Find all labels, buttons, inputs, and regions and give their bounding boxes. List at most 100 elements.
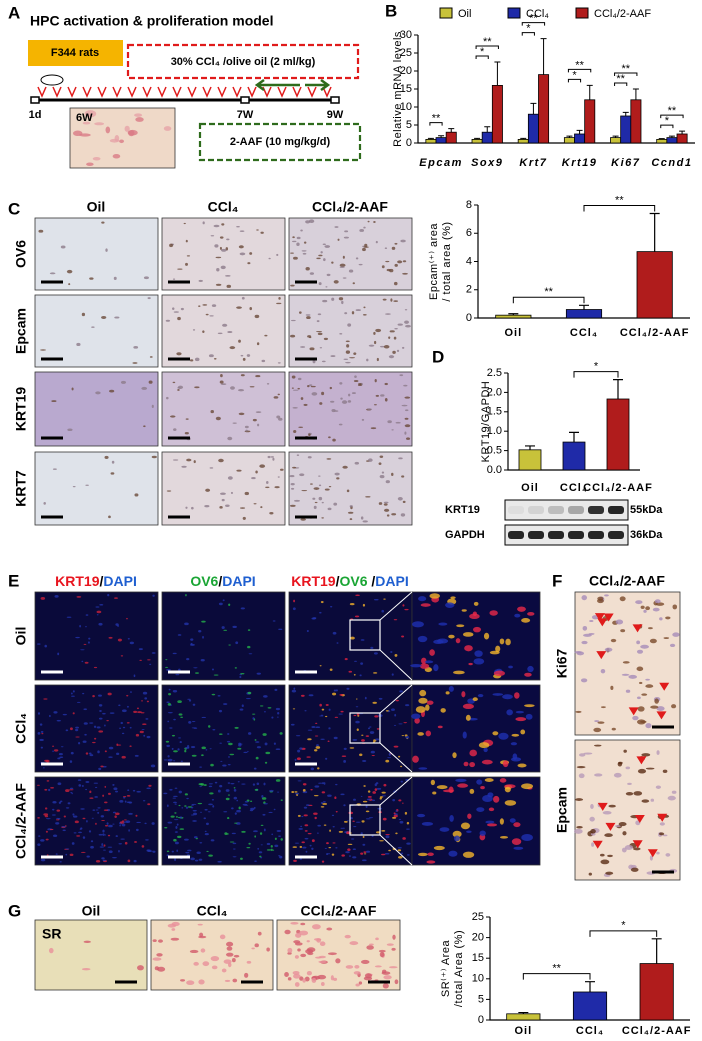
micrograph-feature (177, 634, 182, 636)
micrograph-feature (625, 689, 631, 693)
arrow (157, 86, 167, 98)
micrograph-feature (582, 625, 588, 631)
error-bar (579, 304, 589, 310)
micrograph-feature (334, 716, 339, 718)
arrow (262, 86, 272, 98)
micrograph-feature (86, 819, 88, 823)
micrograph-feature (270, 845, 273, 848)
micrograph-feature (397, 497, 403, 501)
micrograph-feature (238, 245, 244, 249)
micrograph-feature (349, 747, 355, 749)
micrograph-feature (210, 763, 214, 767)
micrograph-feature (186, 458, 192, 462)
micrograph-feature (385, 835, 390, 839)
micrograph-feature (133, 345, 139, 349)
micrograph-feature (662, 769, 668, 774)
micrograph-feature (135, 733, 140, 737)
micrograph-feature (184, 431, 189, 435)
micrograph-feature (309, 483, 313, 485)
micrograph-feature (172, 760, 176, 762)
micrograph-feature (349, 357, 356, 359)
micrograph-feature (114, 597, 118, 599)
bar (471, 138, 483, 144)
micrograph-feature (103, 809, 109, 812)
micrograph-feature (172, 307, 175, 310)
error-bar (649, 212, 660, 252)
micrograph-feature (259, 464, 266, 468)
micrograph-feature (107, 846, 113, 848)
micrograph-feature (347, 400, 352, 403)
micrograph-feature (82, 692, 85, 695)
micrograph-feature (296, 242, 300, 246)
micrograph-feature (299, 976, 304, 981)
arrow (112, 86, 122, 98)
micrograph-feature (39, 738, 44, 742)
micrograph-feature (404, 320, 409, 324)
micrograph-feature (273, 396, 279, 399)
micrograph-feature (184, 805, 187, 807)
micrograph-feature (597, 721, 605, 724)
micrograph-feature (71, 387, 74, 391)
micrograph-feature (69, 760, 73, 763)
micrograph-feature (40, 349, 47, 351)
micrograph-feature (80, 649, 85, 651)
micrograph-feature (295, 792, 300, 795)
micrograph-feature (417, 852, 428, 857)
tick-box (30, 96, 40, 104)
arrow (142, 86, 152, 98)
micrograph-feature (43, 813, 49, 816)
axis (417, 35, 695, 144)
micrograph-feature (354, 615, 360, 618)
micrograph-feature (208, 785, 213, 788)
micrograph-feature (469, 749, 478, 757)
legend-label: Oil (458, 8, 471, 20)
micrograph-feature (55, 853, 58, 855)
micrograph-feature (432, 791, 437, 795)
micrograph-feature (152, 939, 157, 943)
category-label: Oil (521, 482, 539, 494)
micrograph-feature (318, 496, 323, 501)
header-part: DAPI (375, 573, 408, 589)
y-tick-label: 1.5 (487, 406, 502, 418)
legend-swatch (507, 7, 521, 19)
micrograph-feature (309, 347, 315, 351)
micrograph-feature (374, 788, 378, 791)
micrograph-feature (83, 643, 87, 645)
micrograph (161, 451, 286, 526)
micrograph-feature (149, 356, 153, 358)
micrograph-feature (600, 668, 606, 674)
micrograph-feature (404, 431, 407, 435)
panel-label: G (8, 901, 21, 920)
micrograph-feature (43, 502, 46, 505)
micrograph-feature (439, 827, 450, 832)
micrograph-feature (220, 374, 223, 378)
micrograph-feature (316, 320, 320, 323)
micrograph-feature (321, 860, 325, 863)
micrograph-feature (61, 826, 66, 828)
micrograph-feature (452, 752, 457, 759)
micrograph-feature (126, 617, 128, 620)
micrograph-feature (433, 664, 439, 672)
micrograph (69, 107, 176, 169)
micrograph-feature (76, 835, 81, 837)
micrograph-feature (255, 470, 258, 474)
micrograph-feature (118, 704, 121, 707)
micrograph-feature (307, 833, 312, 835)
micrograph-feature (101, 819, 105, 821)
micrograph-feature (199, 766, 202, 768)
micrograph-feature (509, 818, 516, 823)
micrograph-feature (517, 763, 527, 768)
micrograph-feature (344, 230, 349, 233)
micrograph-feature (115, 790, 119, 793)
micrograph-feature (238, 412, 245, 416)
micrograph-feature (477, 694, 484, 698)
micrograph-feature (391, 947, 396, 951)
micrograph-feature (167, 702, 172, 706)
micrograph-feature (222, 764, 227, 767)
micrograph-feature (412, 755, 419, 763)
micrograph-feature (230, 783, 235, 785)
micrograph-feature (226, 941, 234, 947)
micrograph-feature (166, 744, 170, 748)
micrograph-feature (38, 229, 44, 233)
micrograph-feature (85, 752, 89, 755)
